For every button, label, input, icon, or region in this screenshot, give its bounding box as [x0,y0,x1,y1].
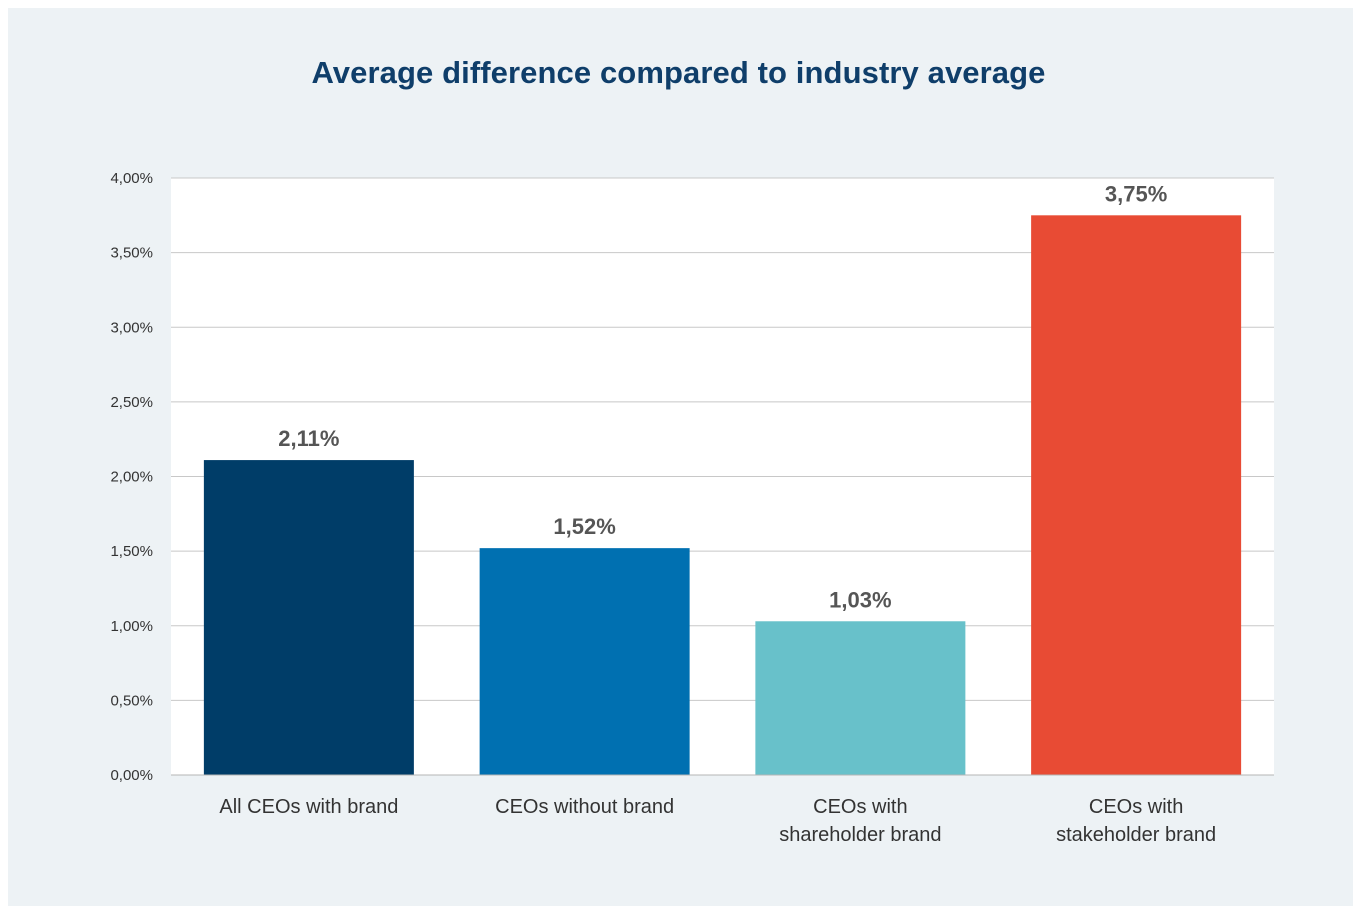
x-tick-label: stakeholder brand [1056,824,1216,846]
bar [479,548,690,775]
y-tick-label: 2,00% [110,469,153,486]
data-label: 3,75% [1105,181,1167,206]
data-label: 1,52% [553,514,615,539]
y-tick-label: 4,00% [110,170,153,187]
x-tick-label: CEOs with [813,796,907,818]
y-tick-label: 1,50% [110,543,153,560]
bar [203,460,414,775]
x-tick-label: All CEOs with brand [219,796,398,818]
y-tick-label: 0,00% [110,767,153,784]
y-tick-label: 3,50% [110,245,153,262]
chart-title: Average difference compared to industry … [311,55,1046,90]
data-label: 2,11% [278,426,339,451]
bar [1031,215,1242,775]
y-tick-label: 2,50% [110,394,153,411]
bar [755,621,966,775]
y-tick-label: 1,00% [110,618,153,635]
y-tick-label: 0,50% [110,692,153,709]
y-tick-label: 3,00% [110,319,153,336]
data-label: 1,03% [829,587,891,612]
x-tick-label: CEOs without brand [495,796,674,818]
x-tick-label: shareholder brand [779,824,941,846]
x-tick-label: CEOs with [1089,796,1183,818]
